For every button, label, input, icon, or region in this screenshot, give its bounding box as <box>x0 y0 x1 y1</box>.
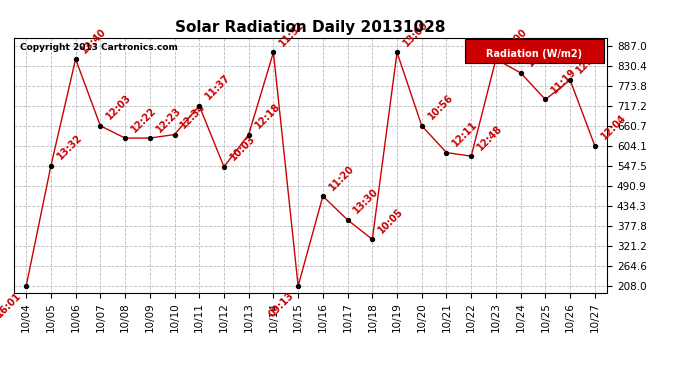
Point <box>243 132 254 138</box>
Text: 11:19: 11:19 <box>549 66 578 95</box>
Text: 12:34: 12:34 <box>179 101 208 130</box>
Point <box>342 217 353 223</box>
Text: 13:00: 13:00 <box>401 19 430 48</box>
Point <box>293 283 304 289</box>
Point <box>466 153 477 159</box>
Point <box>21 283 32 289</box>
Text: 12:18: 12:18 <box>253 101 282 130</box>
Text: 09:13: 09:13 <box>266 290 295 319</box>
Point <box>119 135 130 141</box>
Point <box>589 143 600 149</box>
Point <box>169 132 180 138</box>
Point <box>540 96 551 102</box>
Point <box>268 50 279 55</box>
Title: Solar Radiation Daily 20131028: Solar Radiation Daily 20131028 <box>175 20 446 35</box>
Text: 16:01: 16:01 <box>0 290 23 319</box>
Point <box>144 135 155 141</box>
FancyBboxPatch shape <box>465 39 604 63</box>
Text: 10:05: 10:05 <box>377 206 406 235</box>
Point <box>95 123 106 129</box>
Point <box>416 123 427 129</box>
Text: 12:22: 12:22 <box>129 105 158 134</box>
Text: 12:42: 12:42 <box>574 47 603 76</box>
Text: Copyright 2013 Cartronics.com: Copyright 2013 Cartronics.com <box>20 43 177 52</box>
Text: 11:20: 11:20 <box>327 163 356 192</box>
Point <box>317 193 328 199</box>
Text: 12:23: 12:23 <box>154 105 183 134</box>
Text: 11:37: 11:37 <box>204 73 233 102</box>
Point <box>367 236 378 242</box>
Text: 10:56: 10:56 <box>426 93 455 122</box>
Text: 10:03: 10:03 <box>228 134 257 163</box>
Point <box>491 56 502 62</box>
Point <box>441 150 452 156</box>
Text: Radiation (W/m2): Radiation (W/m2) <box>486 49 582 59</box>
Point <box>219 164 230 170</box>
Text: 12:04: 12:04 <box>599 112 628 142</box>
Text: 11:52: 11:52 <box>277 19 306 48</box>
Text: 12:11: 12:11 <box>451 120 480 148</box>
Point <box>391 50 402 55</box>
Text: 13:32: 13:32 <box>55 133 84 162</box>
Text: 13:30: 13:30 <box>352 187 381 216</box>
Text: 11:54: 11:54 <box>525 40 554 69</box>
Point <box>564 77 575 83</box>
Text: 13:40: 13:40 <box>80 26 109 55</box>
Text: 12:48: 12:48 <box>475 123 504 152</box>
Point <box>194 103 205 109</box>
Point <box>46 163 57 169</box>
Text: 12:00: 12:00 <box>500 26 529 55</box>
Point <box>70 56 81 62</box>
Text: 12:03: 12:03 <box>104 93 133 122</box>
Point <box>515 70 526 76</box>
